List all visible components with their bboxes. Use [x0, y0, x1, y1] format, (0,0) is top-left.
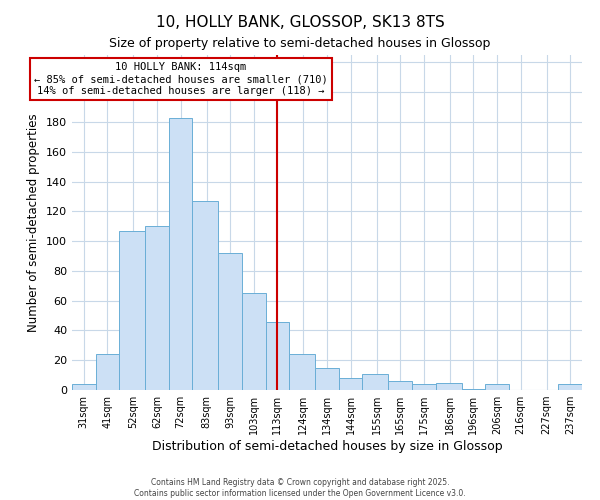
Bar: [266, 322, 289, 390]
Text: Contains HM Land Registry data © Crown copyright and database right 2025.
Contai: Contains HM Land Registry data © Crown c…: [134, 478, 466, 498]
X-axis label: Distribution of semi-detached houses by size in Glossop: Distribution of semi-detached houses by …: [152, 440, 502, 453]
Bar: [95, 354, 119, 390]
Bar: [145, 226, 169, 390]
Bar: [242, 293, 266, 390]
Bar: [559, 384, 582, 390]
Bar: [388, 381, 412, 390]
Bar: [339, 378, 362, 390]
Bar: [193, 201, 218, 390]
Bar: [289, 354, 315, 390]
Text: 10 HOLLY BANK: 114sqm
← 85% of semi-detached houses are smaller (710)
14% of sem: 10 HOLLY BANK: 114sqm ← 85% of semi-deta…: [34, 62, 328, 96]
Bar: [362, 374, 388, 390]
Bar: [485, 384, 509, 390]
Bar: [461, 388, 485, 390]
Bar: [436, 382, 461, 390]
Bar: [169, 118, 193, 390]
Bar: [119, 230, 145, 390]
Bar: [72, 384, 95, 390]
Text: Size of property relative to semi-detached houses in Glossop: Size of property relative to semi-detach…: [109, 38, 491, 51]
Bar: [218, 253, 242, 390]
Bar: [412, 384, 436, 390]
Y-axis label: Number of semi-detached properties: Number of semi-detached properties: [28, 113, 40, 332]
Bar: [315, 368, 339, 390]
Text: 10, HOLLY BANK, GLOSSOP, SK13 8TS: 10, HOLLY BANK, GLOSSOP, SK13 8TS: [155, 15, 445, 30]
